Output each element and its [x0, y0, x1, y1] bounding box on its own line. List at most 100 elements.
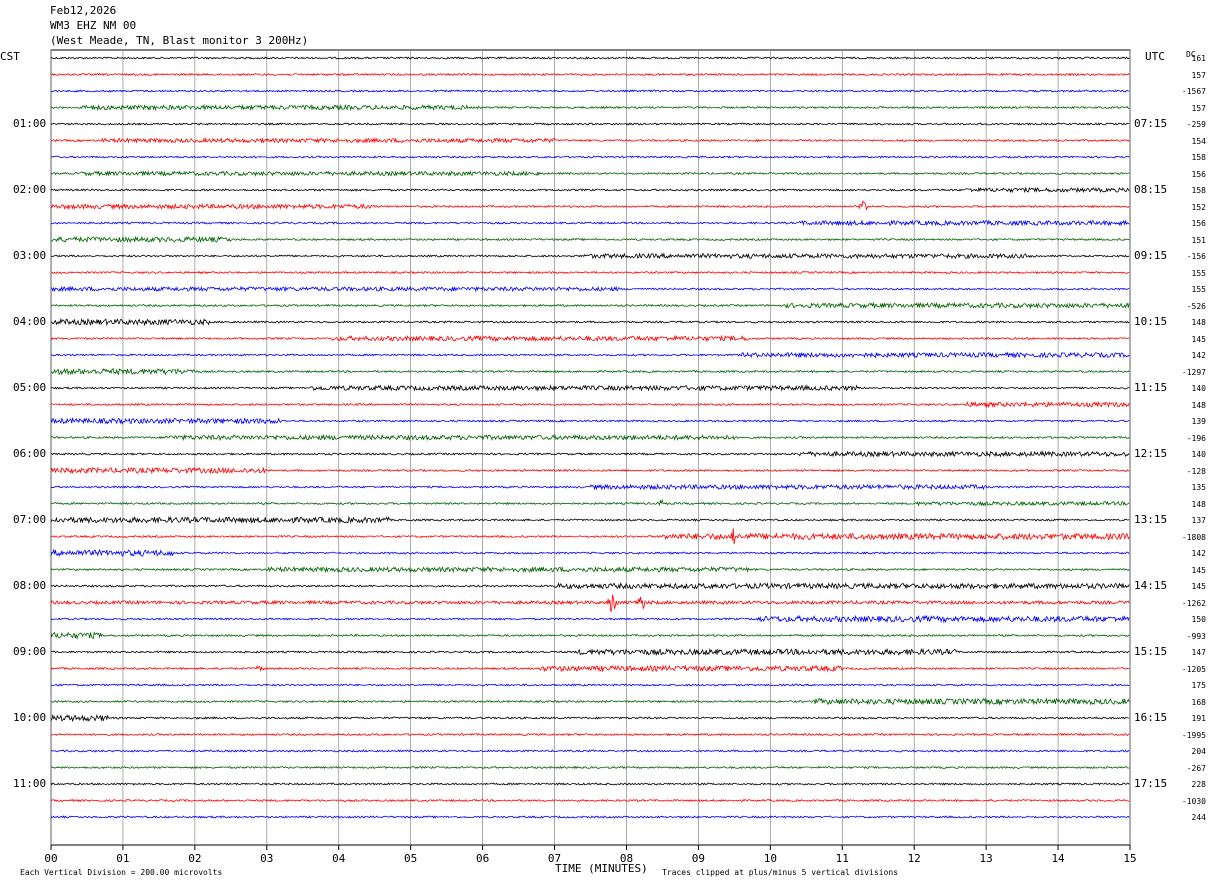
dc-offset-label: -156 [1186, 252, 1206, 261]
dc-offset-label: -267 [1186, 763, 1206, 773]
trace-line [50, 565, 1130, 574]
trace-line [50, 483, 1130, 491]
dc-offset-label: 148 [1191, 318, 1206, 327]
x-tick-label: 06 [476, 852, 489, 865]
trace-line [50, 400, 1130, 409]
dc-offset-label: -1567 [1181, 87, 1206, 96]
x-tick-label: 01 [116, 852, 129, 865]
dc-offset-label: 148 [1191, 499, 1206, 509]
left-time-label: 04:00 [13, 315, 47, 328]
left-time-label: 08:00 [13, 579, 47, 592]
trace-line [50, 200, 1130, 211]
trace-line [50, 528, 1130, 544]
header-date: Feb12,2026 [50, 4, 117, 17]
x-tick-label: 04 [332, 852, 346, 865]
right-time-label: 15:15 [1134, 645, 1168, 658]
dc-offset-label: -259 [1186, 120, 1206, 129]
trace-line [50, 782, 1130, 786]
dc-offset-label: 191 [1191, 714, 1206, 723]
dc-offset-label: -1808 [1181, 532, 1206, 542]
trace-line [50, 594, 1130, 612]
x-tick-label: 14 [1051, 852, 1065, 865]
x-tick-label: 13 [980, 852, 993, 865]
left-time-label: 11:00 [13, 777, 47, 790]
trace-line [50, 334, 1130, 343]
trace-line [50, 122, 1130, 126]
left-time-label: 09:00 [13, 645, 47, 658]
trace-line [50, 732, 1130, 737]
dc-offset-label: 152 [1191, 202, 1206, 212]
trace-line [50, 798, 1130, 803]
x-tick-label: 15 [1123, 852, 1136, 865]
dc-offset-label: 140 [1191, 450, 1206, 459]
trace-line [50, 614, 1130, 624]
dc-offset-label: -993 [1186, 631, 1206, 641]
dc-offset-label: 161 [1191, 54, 1206, 63]
trace-line [50, 56, 1130, 60]
dc-offset-label: 157 [1191, 70, 1206, 80]
trace-line [50, 515, 1130, 525]
right-time-label: 10:15 [1134, 315, 1168, 328]
trace-line [50, 582, 1130, 591]
x-tick-label: 08 [620, 852, 633, 865]
x-tick-label: 00 [44, 852, 57, 865]
dc-offset-label: 148 [1191, 400, 1206, 410]
dc-offset-label: 156 [1191, 169, 1206, 179]
trace-line [51, 155, 1130, 159]
left-time-label: 01:00 [13, 117, 47, 130]
dc-offset-label: 155 [1191, 285, 1206, 294]
dc-offset-label: 155 [1191, 268, 1206, 278]
header-station: WM3 EHZ NM 00 [50, 19, 137, 32]
right-time-label: 11:15 [1134, 381, 1168, 394]
trace-line [50, 416, 1130, 425]
left-axis-label: CST [0, 50, 20, 63]
right-time-label: 07:15 [1134, 117, 1168, 130]
x-tick-label: 10 [764, 852, 777, 865]
trace-line [50, 367, 1130, 376]
dc-offset-label: 150 [1191, 615, 1206, 624]
trace-line [50, 450, 1130, 458]
trace-line [50, 713, 1130, 723]
trace-line [51, 765, 1130, 770]
scale-note: Each Vertical Division = 200.00 microvol… [20, 868, 223, 877]
trace-line [50, 317, 1130, 327]
dc-offset-label: 137 [1191, 516, 1206, 525]
dc-offset-label: 244 [1191, 813, 1206, 822]
left-time-label: 06:00 [13, 447, 47, 460]
trace-line [50, 252, 1130, 260]
grid-lines [50, 50, 1131, 845]
dc-offset-label: 168 [1191, 697, 1206, 707]
dc-offset-label: 158 [1191, 153, 1206, 162]
trace-line [51, 301, 1130, 310]
x-tick-label: 11 [836, 852, 849, 865]
trace-line [50, 466, 1130, 475]
dc-offset-label: 158 [1191, 186, 1206, 195]
dc-offset-label: -196 [1186, 433, 1206, 443]
trace-line [50, 498, 1130, 507]
trace-line [51, 683, 1130, 687]
right-time-label: 17:15 [1134, 777, 1168, 790]
trace-line [50, 137, 1130, 144]
x-tick-label: 03 [260, 852, 273, 865]
x-tick-label: 07 [548, 852, 561, 865]
left-time-label: 10:00 [13, 711, 47, 724]
x-axis-label: TIME (MINUTES) [555, 862, 648, 875]
x-tick-label: 05 [404, 852, 417, 865]
dc-offset-label: 151 [1191, 235, 1206, 245]
trace-line [50, 72, 1130, 77]
dc-offset-label: 135 [1191, 483, 1206, 492]
trace-line [50, 631, 1130, 640]
left-time-label: 05:00 [13, 381, 47, 394]
traces [50, 56, 1130, 819]
dc-offset-label: 157 [1191, 103, 1206, 113]
dc-offset-label: 147 [1191, 648, 1206, 657]
dc-label: DC [1186, 50, 1196, 59]
trace-line [50, 219, 1130, 227]
dc-offset-label: -128 [1186, 466, 1206, 476]
dc-offset-label: -1262 [1181, 598, 1206, 608]
right-time-label: 09:15 [1134, 249, 1168, 262]
x-tick-label: 12 [908, 852, 921, 865]
trace-line [50, 285, 1130, 293]
x-tick-label: 09 [692, 852, 705, 865]
dc-offset-label: 145 [1191, 582, 1206, 591]
